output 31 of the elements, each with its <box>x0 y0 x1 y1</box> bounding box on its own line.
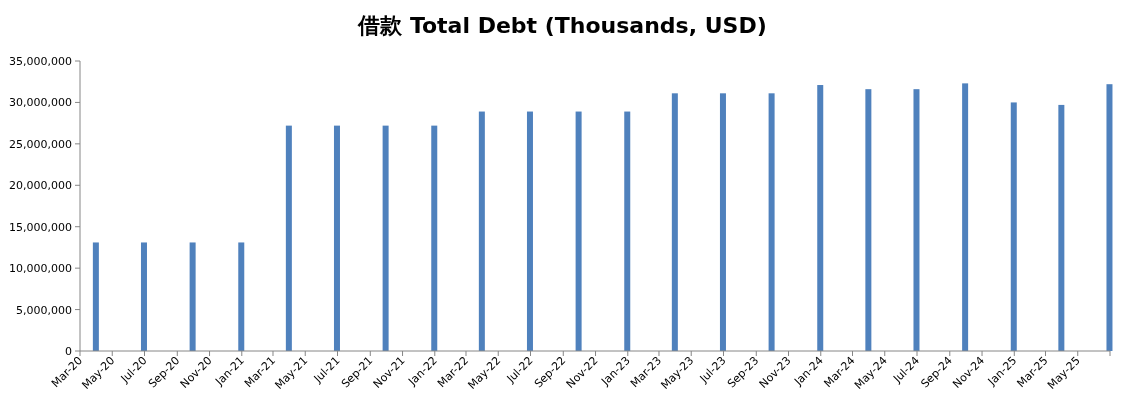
bar <box>817 85 824 351</box>
chart-title: 借款 Total Debt (Thousands, USD) <box>357 13 767 38</box>
y-tick-label: 10,000,000 <box>9 262 72 276</box>
bar <box>913 89 920 351</box>
bar <box>962 83 969 351</box>
bar <box>865 89 872 351</box>
bar <box>238 242 245 351</box>
y-tick-label: 15,000,000 <box>9 220 72 234</box>
bar <box>478 111 485 351</box>
bar <box>1058 104 1065 351</box>
bar <box>92 242 99 351</box>
y-tick-label: 25,000,000 <box>9 137 72 151</box>
y-tick-label: 5,000,000 <box>16 303 72 317</box>
bar <box>1010 102 1017 351</box>
bar <box>285 125 292 351</box>
bar <box>624 111 631 351</box>
bar <box>140 242 147 351</box>
y-tick-label: 0 <box>65 345 72 358</box>
bar <box>431 125 438 351</box>
bar <box>1106 84 1113 351</box>
bar <box>768 93 775 351</box>
bar <box>382 125 389 351</box>
bar <box>189 242 196 351</box>
y-tick-label: 30,000,000 <box>9 96 72 110</box>
bar <box>526 111 533 351</box>
y-tick-label: 35,000,000 <box>9 55 72 68</box>
bar <box>671 93 678 351</box>
bar <box>333 125 340 351</box>
bar <box>719 93 726 351</box>
bar <box>575 111 582 351</box>
y-tick-label: 20,000,000 <box>9 179 72 193</box>
